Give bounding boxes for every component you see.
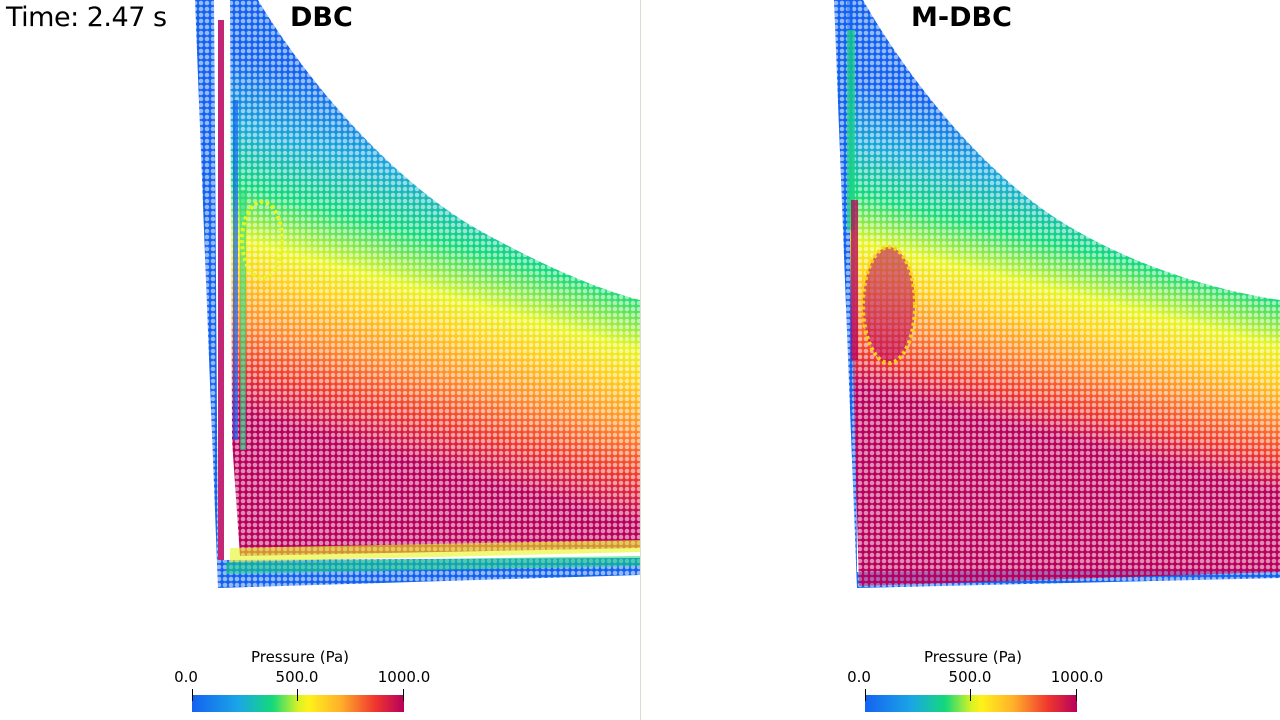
colorbar-tick-label-min: 0.0 [174,668,198,686]
particle-field-dbc [195,0,640,588]
colorbar-tick [403,689,404,701]
fluid-region-dbc [230,0,640,556]
colorbar-tick-label-mid: 500.0 [948,668,992,686]
colorbar-tick [865,689,866,701]
colorbar-tick-label-max: 1000.0 [1050,668,1104,686]
colorbar-tick-label-min: 0.0 [847,668,871,686]
colorbar-gradient [192,695,404,712]
colorbar-tick [297,689,298,701]
colorbar-tick-label-max: 1000.0 [377,668,431,686]
viewport-divider [640,0,641,720]
colorbar-tick [192,689,193,701]
colorbar-title: Pressure (Pa) [250,648,350,666]
wall-artifacts-m-dbc [847,30,917,365]
colorbar-m-dbc: Pressure (Pa) 0.0 500.0 1000.0 [847,648,1103,718]
particle-field-m-dbc [834,0,1280,588]
simulation-time-label: Time: 2.47 s [6,2,167,33]
colorbar-dbc: Pressure (Pa) 0.0 500.0 1000.0 [174,648,430,718]
viewport-m-dbc: M-DBC Pressure (Pa) 0.0 500.0 1000.0 [641,0,1280,720]
fluid-region-m-dbc [847,0,1280,586]
colorbar-tick-label-mid: 500.0 [275,668,319,686]
panel-title-dbc: DBC [290,2,353,33]
colorbar-gradient [865,695,1077,712]
panel-title-m-dbc: M-DBC [911,2,1012,33]
colorbar-tick [1076,689,1077,701]
colorbar-title: Pressure (Pa) [923,648,1023,666]
wall-artifacts-dbc [218,20,640,574]
colorbar-tick [970,689,971,701]
viewport-dbc: Time: 2.47 s DBC Pressure (Pa) 0.0 500.0… [6,0,640,718]
